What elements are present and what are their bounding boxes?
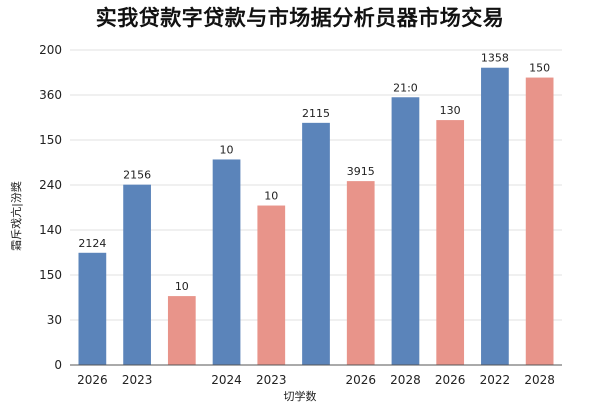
x-tick-label: 2028 bbox=[524, 373, 555, 387]
data-label: 1358 bbox=[481, 52, 509, 65]
y-tick-label: 30 bbox=[47, 313, 62, 327]
bar-red bbox=[436, 120, 465, 366]
data-label: 10 bbox=[264, 190, 278, 203]
x-tick-label: 2023 bbox=[122, 373, 153, 387]
x-tick-label: 2026 bbox=[345, 373, 376, 387]
y-tick-label: 360 bbox=[39, 88, 62, 102]
y-tick-label: 200 bbox=[39, 43, 62, 57]
data-label: 10 bbox=[175, 280, 189, 293]
data-label: 130 bbox=[440, 104, 461, 117]
bar-blue bbox=[212, 159, 241, 365]
data-label: 2156 bbox=[123, 169, 151, 182]
data-label: 2115 bbox=[302, 107, 330, 120]
data-label: 10 bbox=[220, 143, 234, 156]
y-tick-label: 140 bbox=[39, 223, 62, 237]
data-label: 3915 bbox=[347, 165, 375, 178]
data-labels: 2124 2156 10 10 10 2115 3915 21:0 130 1358 150 bbox=[78, 52, 550, 293]
bar-red bbox=[167, 296, 196, 365]
x-tick-label: 2022 bbox=[480, 373, 511, 387]
y-tick-labels: 200 360 150 240 140 150 30 0 bbox=[39, 43, 62, 372]
x-tick-label: 2026 bbox=[435, 373, 466, 387]
bar-red bbox=[346, 181, 375, 365]
bar-blue bbox=[391, 97, 420, 365]
x-tick-label: 2024 bbox=[211, 373, 242, 387]
bar-blue bbox=[481, 67, 509, 365]
y-tick-label: 150 bbox=[39, 268, 62, 282]
y-tick-label: 150 bbox=[39, 133, 62, 147]
bars bbox=[78, 67, 554, 366]
bar-red bbox=[525, 77, 554, 365]
chart-title: 实我贷款字贷款与市场据分析员器市场交易 bbox=[95, 6, 505, 30]
data-label: 21:0 bbox=[393, 81, 418, 94]
data-label: 150 bbox=[529, 62, 550, 75]
data-label: 2124 bbox=[78, 237, 106, 250]
x-tick-label: 2023 bbox=[256, 373, 287, 387]
x-tick-label: 2028 bbox=[390, 373, 421, 387]
bar-blue bbox=[123, 184, 151, 365]
x-tick-label: 2026 bbox=[77, 373, 108, 387]
y-tick-label: 240 bbox=[39, 178, 62, 192]
x-tick-labels: 2026 2023 2024 2023 2026 2028 2026 2022 2028 bbox=[77, 373, 555, 387]
y-tick-label: 0 bbox=[54, 358, 62, 372]
bar-blue bbox=[78, 252, 107, 365]
bar-red bbox=[257, 205, 286, 365]
bar-blue bbox=[302, 122, 330, 365]
